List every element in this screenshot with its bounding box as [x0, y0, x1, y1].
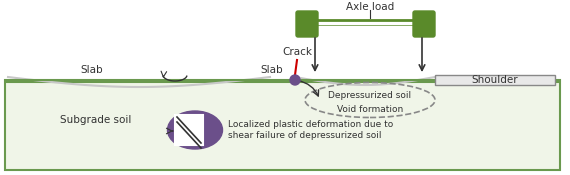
FancyBboxPatch shape: [175, 115, 203, 145]
FancyBboxPatch shape: [5, 82, 560, 170]
FancyBboxPatch shape: [435, 75, 555, 85]
Text: Crack: Crack: [282, 47, 312, 57]
Text: Slab: Slab: [260, 65, 283, 75]
Text: Slab: Slab: [80, 65, 103, 75]
Text: Subgrade soil: Subgrade soil: [60, 115, 131, 125]
FancyBboxPatch shape: [296, 11, 318, 37]
Ellipse shape: [168, 111, 222, 149]
Text: Axle load: Axle load: [346, 2, 394, 12]
FancyBboxPatch shape: [413, 11, 435, 37]
Circle shape: [290, 75, 300, 85]
Text: Void formation: Void formation: [337, 106, 403, 114]
Text: Shoulder: Shoulder: [472, 75, 518, 85]
Text: Localized plastic deformation due to
shear failure of depressurized soil: Localized plastic deformation due to she…: [228, 120, 393, 140]
Text: Depressurized soil: Depressurized soil: [328, 92, 412, 100]
